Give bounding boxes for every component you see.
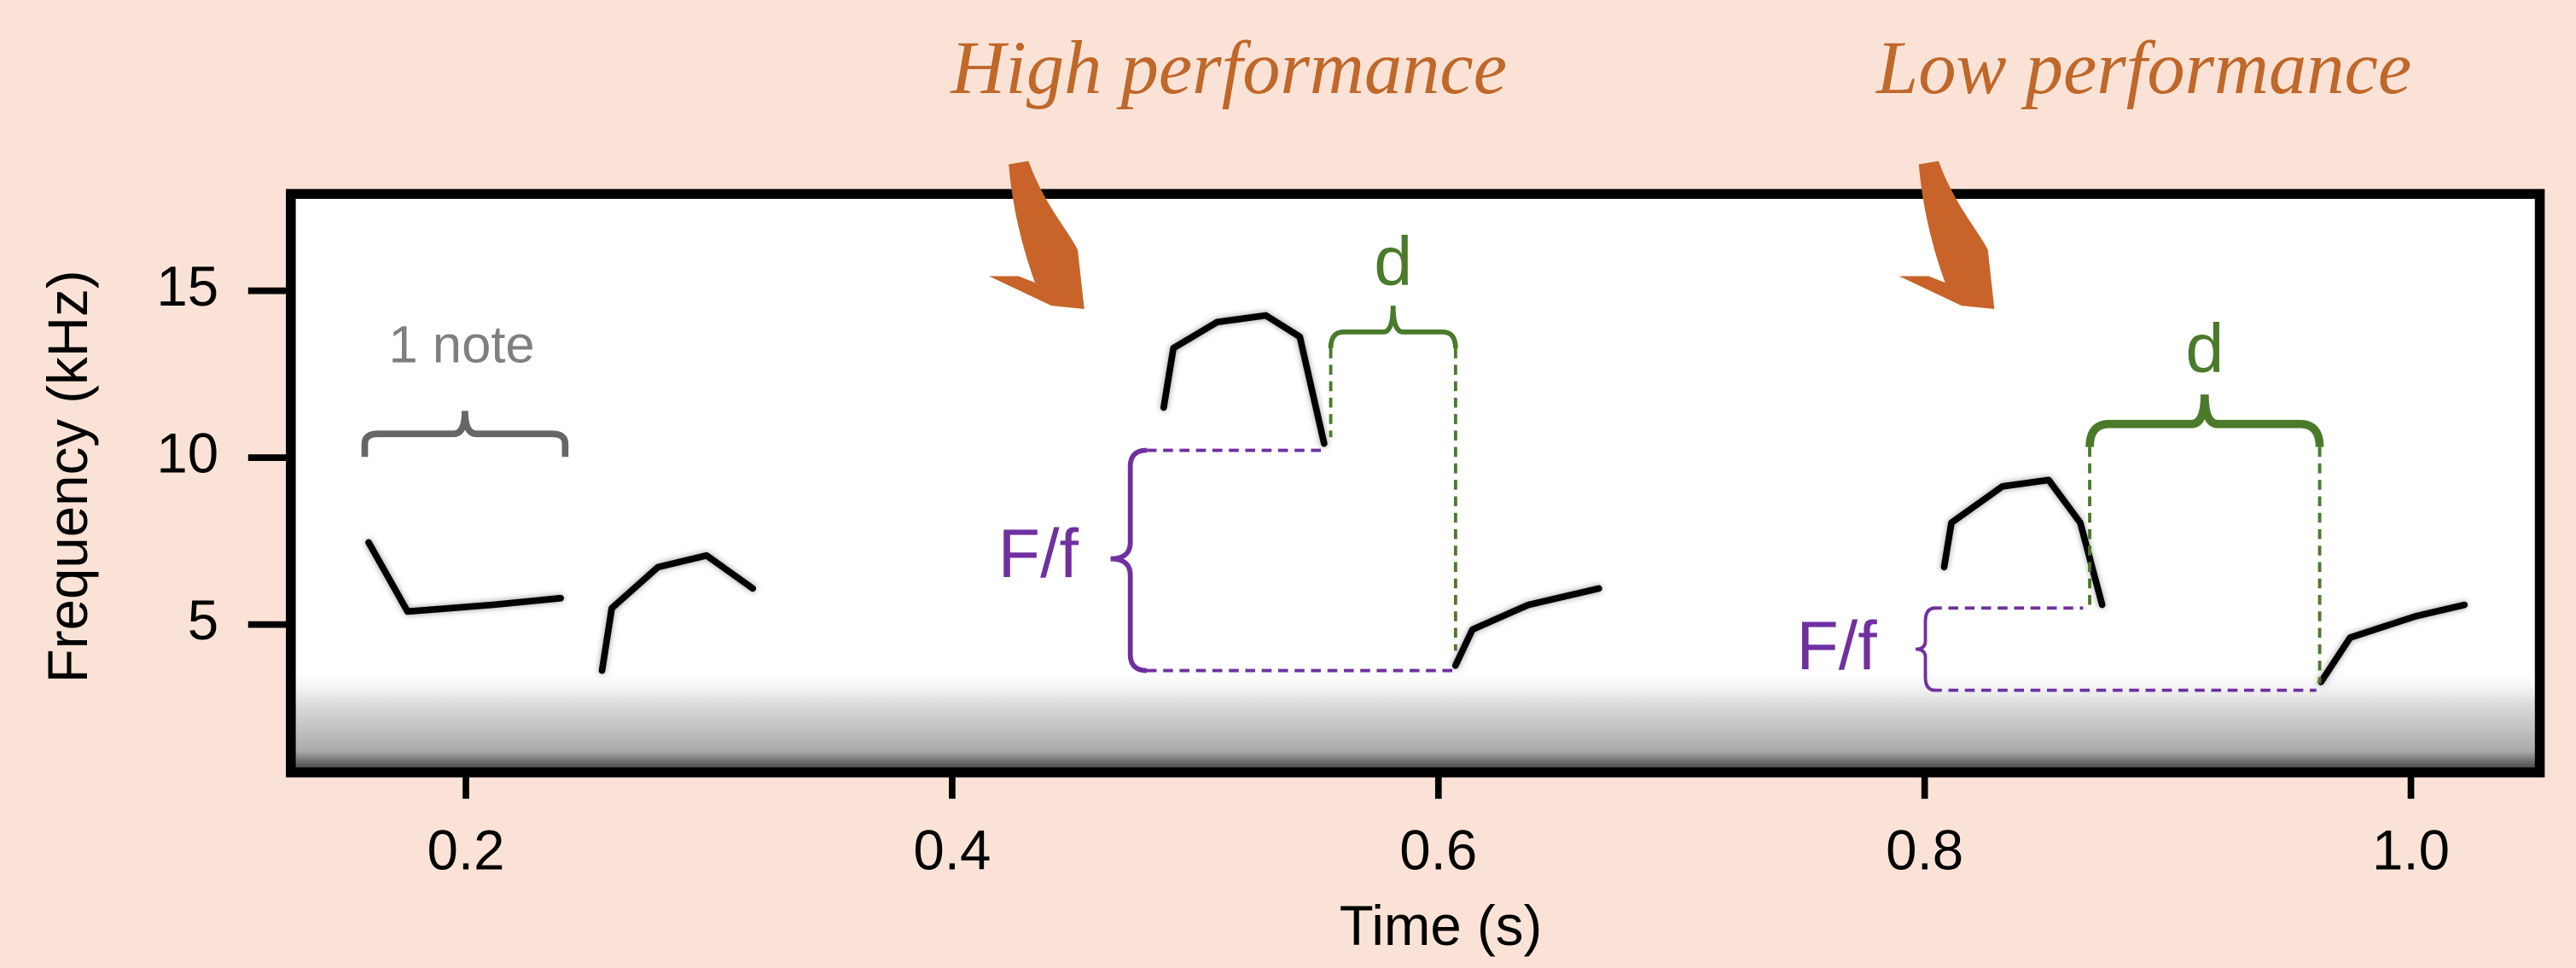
page: {"chart_data":{"type":"spectrogram", "xl…	[0, 0, 2576, 968]
x-tick-label: 0.4	[913, 819, 991, 881]
annotation: 1 note	[388, 315, 534, 374]
annotation: d	[1374, 223, 1412, 300]
annotation: High performance	[950, 26, 1507, 110]
y-axis-label: Frequency (kHz)	[37, 270, 99, 683]
x-tick-label: 0.8	[1886, 819, 1963, 881]
y-tick-label: 10	[156, 422, 218, 484]
annotation: Low performance	[1875, 26, 2411, 110]
annotation: d	[2185, 310, 2224, 387]
y-tick-label: 5	[188, 589, 218, 651]
x-tick-label: 0.6	[1399, 819, 1477, 881]
x-tick-label: 0.2	[427, 819, 505, 881]
x-tick-label: 1.0	[2372, 819, 2450, 881]
annotation: F/f	[1796, 608, 1877, 685]
y-tick-label: 15	[156, 255, 218, 318]
noise-band	[291, 666, 2540, 773]
x-axis-label: Time (s)	[1340, 895, 1543, 957]
chart: Time (s) Frequency (kHz) 0.2 0.4 0.6 0.8 1.0…	[0, 0, 2576, 968]
annotation: F/f	[998, 516, 1079, 592]
